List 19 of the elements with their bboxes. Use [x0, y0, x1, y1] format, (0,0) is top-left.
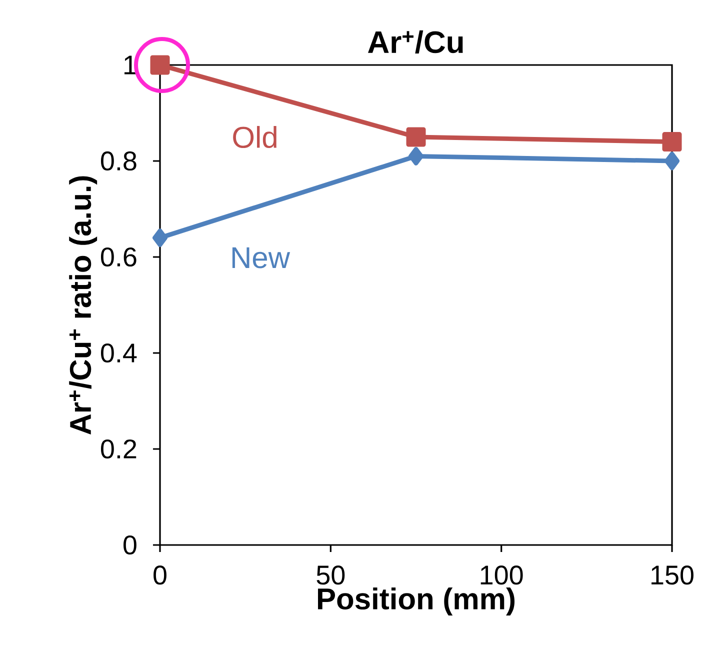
- y-tick-label: 0.8: [100, 151, 136, 171]
- x-tick-label: 100: [480, 566, 523, 585]
- x-tick-label: 50: [316, 566, 345, 585]
- series-label: New: [232, 247, 290, 268]
- y-tick-label: 0.4: [100, 343, 137, 363]
- y-tick-label: 0.6: [100, 247, 136, 267]
- chart-title: Ar$^{+}$/Cu: [368, 30, 463, 54]
- x-axis-title: Position (mm): [318, 588, 514, 616]
- point: [406, 127, 426, 147]
- y-axis-title: Ar$^{+}$/Cu$^{+}$ ratio (a.u.): [69, 176, 98, 435]
- y-tick-label: 0.2: [100, 439, 136, 459]
- point: [408, 146, 424, 166]
- y-tick-label: 0: [124, 535, 136, 555]
- series-label: Old: [233, 126, 276, 148]
- x-tick-label: 150: [652, 566, 694, 585]
- x-tick-label: 0: [154, 566, 166, 585]
- point: [152, 228, 168, 248]
- point: [664, 152, 680, 170]
- point: [662, 132, 682, 152]
